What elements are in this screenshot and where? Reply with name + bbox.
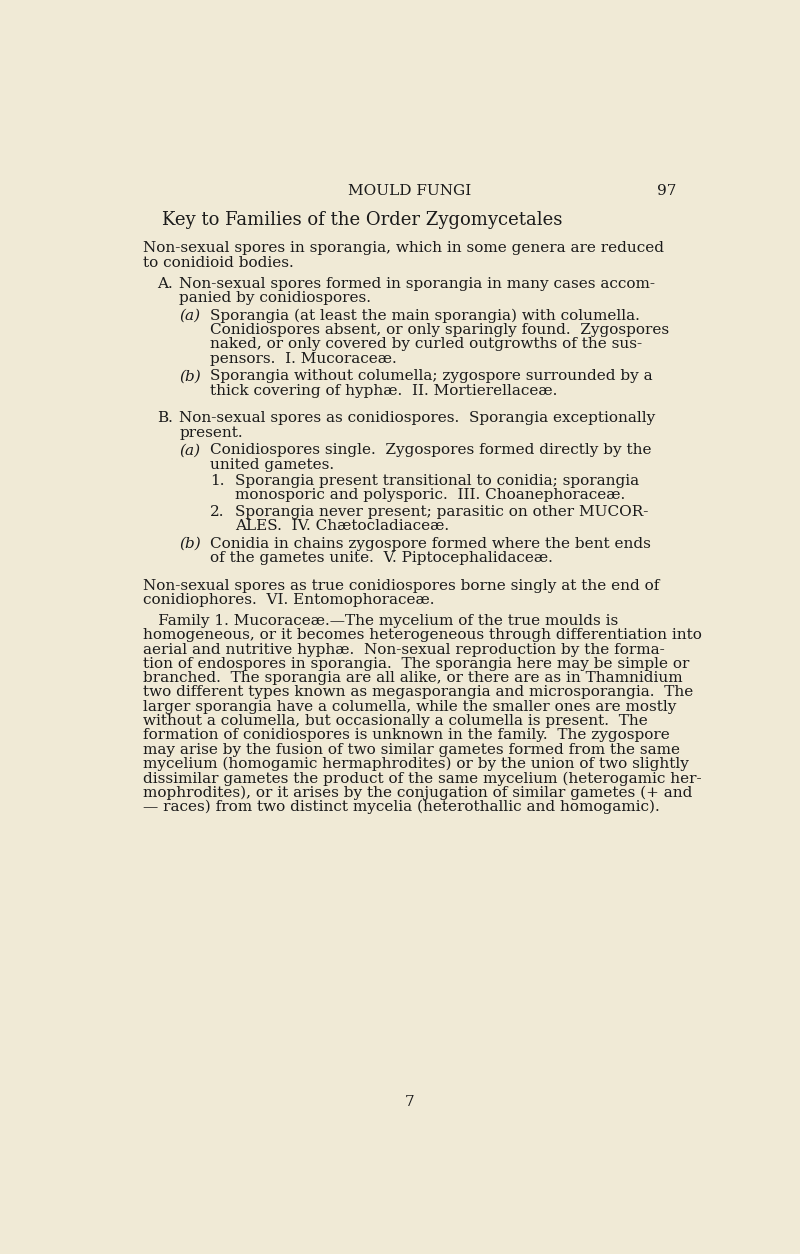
Text: 2.: 2.: [210, 504, 225, 519]
Text: Conidiospores single.  Zygospores formed directly by the: Conidiospores single. Zygospores formed …: [210, 444, 652, 458]
Text: Sporangia without columella; zygospore surrounded by a: Sporangia without columella; zygospore s…: [210, 369, 653, 384]
Text: panied by conidiospores.: panied by conidiospores.: [179, 291, 371, 305]
Text: MOULD FUNGI: MOULD FUNGI: [348, 184, 472, 198]
Text: ALES.  IV. Chætocladiaceæ.: ALES. IV. Chætocladiaceæ.: [235, 519, 450, 533]
Text: without a columella, but occasionally a columella is present.  The: without a columella, but occasionally a …: [143, 714, 648, 729]
Text: monosporic and polysporic.  III. Choanephoraceæ.: monosporic and polysporic. III. Choaneph…: [235, 488, 626, 503]
Text: — races) from two distinct mycelia (heterothallic and homogamic).: — races) from two distinct mycelia (hete…: [143, 800, 660, 814]
Text: thick covering of hyphæ.  II. Mortierellaceæ.: thick covering of hyphæ. II. Mortierella…: [210, 384, 558, 398]
Text: dissimilar gametes the product of the same mycelium (heterogamic her-: dissimilar gametes the product of the sa…: [143, 771, 702, 785]
Text: Sporangia never present; parasitic on other MUCOR-: Sporangia never present; parasitic on ot…: [235, 504, 649, 519]
Text: pensors.  I. Mucoraceæ.: pensors. I. Mucoraceæ.: [210, 351, 397, 366]
Text: Sporangia present transitional to conidia; sporangia: Sporangia present transitional to conidi…: [235, 474, 639, 488]
Text: two different types known as megasporangia and microsporangia.  The: two different types known as megasporang…: [143, 686, 694, 700]
Text: naked, or only covered by curled outgrowths of the sus-: naked, or only covered by curled outgrow…: [210, 337, 642, 351]
Text: (a): (a): [179, 444, 201, 458]
Text: (b): (b): [179, 537, 201, 551]
Text: present.: present.: [179, 425, 243, 440]
Text: Conidia in chains zygospore formed where the bent ends: Conidia in chains zygospore formed where…: [210, 537, 651, 551]
Text: to conidioid bodies.: to conidioid bodies.: [143, 256, 294, 270]
Text: Non-sexual spores as conidiospores.  Sporangia exceptionally: Non-sexual spores as conidiospores. Spor…: [179, 411, 656, 425]
Text: B.: B.: [157, 411, 173, 425]
Text: mophrodites), or it arises by the conjugation of similar gametes (+ and: mophrodites), or it arises by the conjug…: [143, 785, 693, 800]
Text: Key to Families of the Order Zygomycetales: Key to Families of the Order Zygomycetal…: [162, 212, 562, 229]
Text: united gametes.: united gametes.: [210, 458, 334, 472]
Text: Non-sexual spores in sporangia, which in some genera are reduced: Non-sexual spores in sporangia, which in…: [143, 242, 664, 256]
Text: aerial and nutritive hyphæ.  Non-sexual reproduction by the forma-: aerial and nutritive hyphæ. Non-sexual r…: [143, 642, 665, 657]
Text: larger sporangia have a columella, while the smaller ones are mostly: larger sporangia have a columella, while…: [143, 700, 677, 714]
Text: A.: A.: [157, 277, 173, 291]
Text: Conidiospores absent, or only sparingly found.  Zygospores: Conidiospores absent, or only sparingly …: [210, 324, 670, 337]
Text: Non-sexual spores as true conidiospores borne singly at the end of: Non-sexual spores as true conidiospores …: [143, 578, 660, 593]
Text: of the gametes unite.  V. Piptocephalidaceæ.: of the gametes unite. V. Piptocephalidac…: [210, 551, 554, 564]
Text: 97: 97: [658, 184, 677, 198]
Text: Sporangia (at least the main sporangia) with columella.: Sporangia (at least the main sporangia) …: [210, 308, 640, 324]
Text: 1.: 1.: [210, 474, 225, 488]
Text: (a): (a): [179, 308, 201, 322]
Text: homogeneous, or it becomes heterogeneous through differentiation into: homogeneous, or it becomes heterogeneous…: [143, 628, 702, 642]
Text: formation of conidiospores is unknown in the family.  The zygospore: formation of conidiospores is unknown in…: [143, 729, 670, 742]
Text: Non-sexual spores formed in sporangia in many cases accom-: Non-sexual spores formed in sporangia in…: [179, 277, 655, 291]
Text: tion of endospores in sporangia.  The sporangia here may be simple or: tion of endospores in sporangia. The spo…: [143, 657, 690, 671]
Text: may arise by the fusion of two similar gametes formed from the same: may arise by the fusion of two similar g…: [143, 742, 680, 756]
Text: 7: 7: [405, 1095, 415, 1109]
Text: mycelium (homogamic hermaphrodites) or by the union of two slightly: mycelium (homogamic hermaphrodites) or b…: [143, 757, 690, 771]
Text: Family 1. Mucoraceæ.—The mycelium of the true moulds is: Family 1. Mucoraceæ.—The mycelium of the…: [143, 614, 618, 628]
Text: conidiophores.  VI. Entomophoraceæ.: conidiophores. VI. Entomophoraceæ.: [143, 593, 435, 607]
Text: (b): (b): [179, 369, 201, 384]
Text: branched.  The sporangia are all alike, or there are as in Thamnidium: branched. The sporangia are all alike, o…: [143, 671, 683, 685]
